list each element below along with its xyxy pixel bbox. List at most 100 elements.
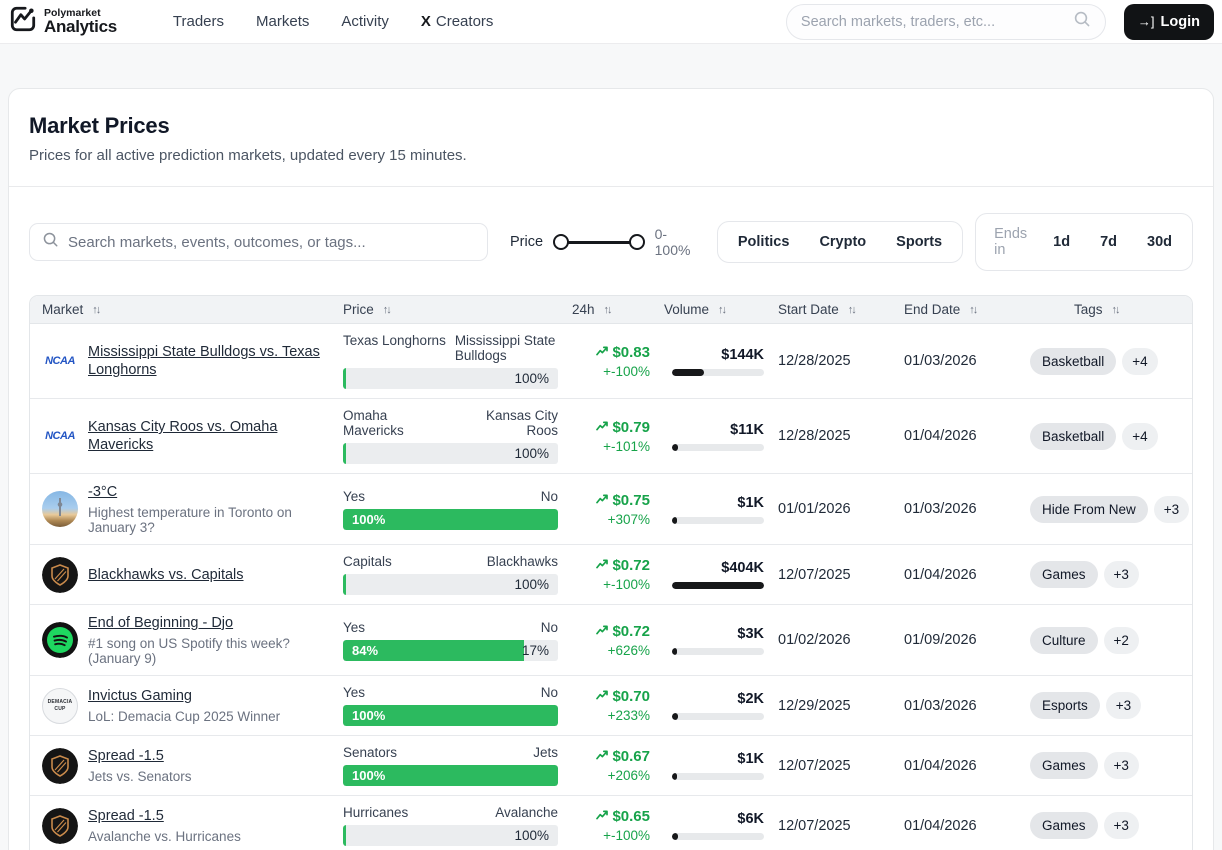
tag-more-pill[interactable]: +3 [1104,752,1139,779]
start-date: 12/07/2025 [778,758,890,774]
trend-up-icon [596,419,609,436]
volume-bar [672,773,764,780]
tag-pill[interactable]: Culture [1030,627,1098,654]
market-search-input[interactable] [68,234,475,251]
price-bar-green-fill: 100% [343,509,558,530]
market-link[interactable]: End of Beginning - Djo [88,615,233,631]
nav-markets[interactable]: Markets [256,13,309,30]
volume-value: $404K [721,560,764,576]
table-row: DEMACIACUP Invictus Gaming LoL: Demacia … [30,675,1192,735]
tag-pill[interactable]: Basketball [1030,348,1116,375]
market-link[interactable]: Kansas City Roos vs. Omaha Mavericks [88,419,277,453]
filter-politics[interactable]: Politics [724,226,804,258]
brand-logo[interactable]: Polymarket Analytics [8,4,117,39]
price-slider-handle-min[interactable] [553,234,569,250]
outcome-left-label: Yes [343,620,365,635]
main-nav: Traders Markets Activity X Creators [173,13,494,30]
market-link[interactable]: Spread -1.5 [88,748,164,764]
col-header-start-date[interactable]: Start Date↑↓ [778,302,890,317]
market-link[interactable]: Blackhawks vs. Capitals [88,567,244,583]
card-header: Market Prices Prices for all active pred… [9,89,1213,187]
tag-more-pill[interactable]: +4 [1122,348,1157,375]
price-filter-label: Price [510,234,543,250]
top-header: Polymarket Analytics Traders Markets Act… [0,0,1222,44]
tag-pill[interactable]: Hide From New [1030,496,1148,523]
end-date: 01/04/2026 [904,758,1016,774]
table-row: NCAA Kansas City Roos vs. Omaha Maverick… [30,398,1192,473]
market-search[interactable] [29,223,488,261]
price-change-24h: +-100% [603,364,650,379]
outcome-right-label: Jets [533,745,558,760]
col-header-24h[interactable]: 24h↑↓ [572,302,650,317]
trend-up-icon [596,623,609,640]
trend-up-icon [596,557,609,574]
price-value: $0.65 [612,808,650,825]
tag-pill[interactable]: Games [1030,561,1098,588]
price-bar: 100% [343,509,558,530]
tag-pill[interactable]: Basketball [1030,423,1116,450]
filter-ends-30d[interactable]: 30d [1133,226,1186,258]
col-header-volume[interactable]: Volume↑↓ [664,302,764,317]
nav-activity[interactable]: Activity [341,13,389,30]
market-subtitle: #1 song on US Spotify this week? (Januar… [88,636,329,666]
price-bar-gray-label: 100% [514,368,549,389]
tag-more-pill[interactable]: +3 [1104,561,1139,588]
outcome-left-label: Yes [343,489,365,504]
volume-bar-fill [672,713,678,720]
start-date: 12/28/2025 [778,353,890,369]
price-bar-green-fill [343,443,346,464]
sort-icon: ↑↓ [1112,304,1119,316]
table-row: Blackhawks vs. Capitals Capitals Blackha… [30,544,1192,604]
price-bar-gray-label: 17% [522,640,549,661]
trend-up-icon [596,688,609,705]
tag-more-pill[interactable]: +3 [1104,812,1139,839]
market-link[interactable]: Invictus Gaming [88,688,192,704]
outcome-right-label: Mississippi State Bulldogs [455,333,558,363]
price-value: $0.67 [612,748,650,765]
global-search[interactable] [786,4,1106,40]
outcome-right-label: No [541,489,558,504]
spotify-icon [42,622,78,658]
volume-value: $2K [737,691,764,707]
col-header-end-date[interactable]: End Date↑↓ [904,302,1016,317]
filter-sports[interactable]: Sports [882,226,956,258]
tag-more-pill[interactable]: +2 [1104,627,1139,654]
volume-bar [672,369,764,376]
market-link[interactable]: Mississippi State Bulldogs vs. Texas Lon… [88,344,320,378]
filter-crypto[interactable]: Crypto [805,226,880,258]
col-header-price[interactable]: Price↑↓ [343,302,558,317]
price-range-slider[interactable] [553,234,645,250]
nav-traders[interactable]: Traders [173,13,224,30]
tag-more-pill[interactable]: +3 [1106,692,1141,719]
tag-pill[interactable]: Esports [1030,692,1100,719]
market-link[interactable]: -3°C [88,484,117,500]
filter-ends-1d[interactable]: 1d [1039,226,1084,258]
tag-more-pill[interactable]: +3 [1154,496,1189,523]
outcome-right-label: Kansas City Roos [455,408,558,438]
col-header-market[interactable]: Market↑↓ [42,302,329,317]
volume-bar-fill [672,444,678,451]
volume-value: $11K [730,422,764,438]
market-link[interactable]: Spread -1.5 [88,808,164,824]
global-search-input[interactable] [801,14,1073,30]
demacia-icon: DEMACIACUP [42,688,78,724]
price-bar-gray-label: 100% [514,443,549,464]
end-date: 01/03/2026 [904,698,1016,714]
price-slider-handle-max[interactable] [629,234,645,250]
start-date: 12/07/2025 [778,567,890,583]
price-value: $0.72 [612,557,650,574]
tag-more-pill[interactable]: +4 [1122,423,1157,450]
col-header-tags[interactable]: Tags↑↓ [1030,302,1180,317]
tag-pill[interactable]: Games [1030,812,1098,839]
nav-creators[interactable]: X Creators [421,13,494,30]
filter-ends-7d[interactable]: 7d [1086,226,1131,258]
tag-pill[interactable]: Games [1030,752,1098,779]
volume-value: $1K [737,751,764,767]
price-bar-green-label: 100% [343,768,385,783]
ends-in-filter-group: Ends in 1d 7d 30d [975,213,1193,271]
outcome-right-label: Blackhawks [487,554,558,569]
price-bar-green-fill: 100% [343,705,558,726]
login-button[interactable]: →] Login [1124,4,1214,40]
start-date: 12/07/2025 [778,818,890,834]
price-value: $0.70 [612,688,650,705]
